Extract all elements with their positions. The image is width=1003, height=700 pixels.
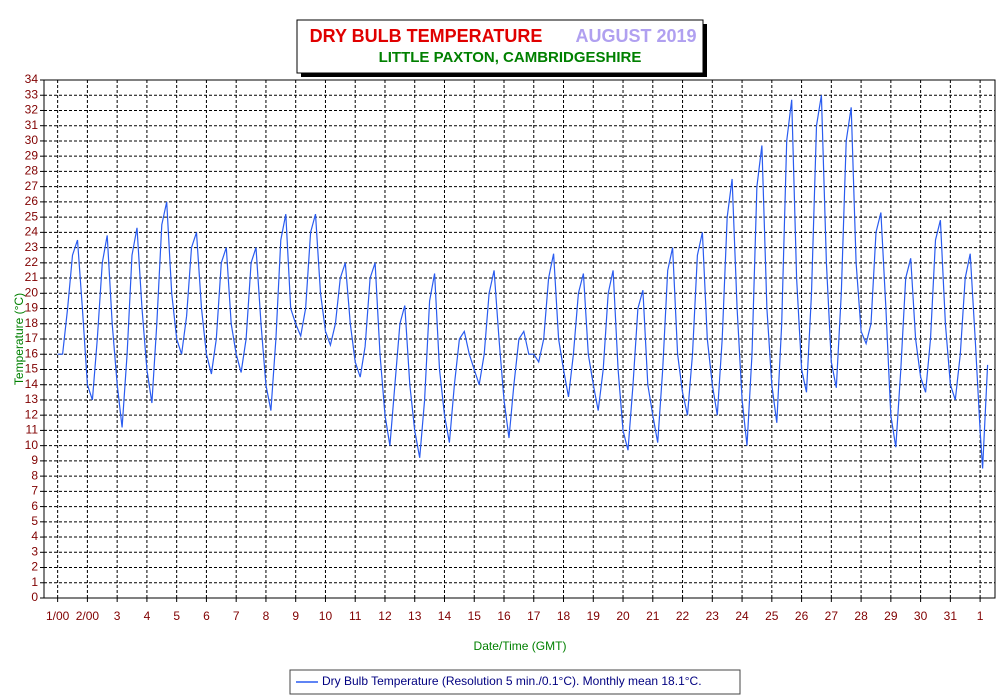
y-tick-label: 30 xyxy=(25,133,39,147)
chart-title: DRY BULB TEMPERATURE xyxy=(310,26,543,46)
y-tick-label: 5 xyxy=(31,514,38,528)
y-tick-label: 23 xyxy=(25,240,39,254)
x-tick-label: 19 xyxy=(587,609,601,623)
y-tick-label: 10 xyxy=(25,438,39,452)
y-tick-label: 25 xyxy=(25,209,39,223)
y-tick-label: 22 xyxy=(25,255,39,269)
y-tick-label: 27 xyxy=(25,179,39,193)
y-tick-label: 19 xyxy=(25,301,39,315)
x-tick-label: 11 xyxy=(349,609,362,623)
y-tick-label: 7 xyxy=(31,484,38,498)
y-tick-label: 29 xyxy=(25,148,39,162)
y-tick-label: 32 xyxy=(25,103,39,117)
y-tick-label: 6 xyxy=(31,499,38,513)
y-tick-label: 21 xyxy=(25,270,39,284)
y-axis-label: Temperature (°C) xyxy=(12,293,26,385)
x-tick-label: 30 xyxy=(914,609,928,623)
x-tick-label: 8 xyxy=(263,609,270,623)
x-tick-label: 25 xyxy=(765,609,779,623)
x-tick-label: 21 xyxy=(646,609,660,623)
x-tick-label: 4 xyxy=(144,609,151,623)
x-tick-label: 1 xyxy=(977,609,984,623)
x-tick-label: 31 xyxy=(944,609,958,623)
y-tick-label: 18 xyxy=(25,316,39,330)
x-tick-label: 13 xyxy=(408,609,422,623)
x-tick-label: 22 xyxy=(676,609,690,623)
y-tick-label: 12 xyxy=(25,407,39,421)
x-tick-label: 14 xyxy=(438,609,452,623)
x-tick-label: 3 xyxy=(114,609,121,623)
y-tick-label: 33 xyxy=(25,87,39,101)
x-tick-label: 23 xyxy=(706,609,720,623)
legend-label: Dry Bulb Temperature (Resolution 5 min./… xyxy=(322,674,702,688)
title-box xyxy=(296,19,704,74)
y-tick-label: 17 xyxy=(25,331,39,345)
y-tick-label: 8 xyxy=(31,468,38,482)
data-line xyxy=(57,95,989,469)
x-tick-label: 9 xyxy=(292,609,299,623)
x-tick-label: 1/00 xyxy=(46,609,70,623)
y-tick-label: 15 xyxy=(25,362,39,376)
y-tick-label: 13 xyxy=(25,392,39,406)
y-tick-label: 0 xyxy=(31,590,38,604)
x-tick-label: 18 xyxy=(557,609,571,623)
y-tick-label: 20 xyxy=(25,285,39,299)
y-tick-label: 26 xyxy=(25,194,39,208)
y-tick-label: 9 xyxy=(31,453,38,467)
x-tick-label: 17 xyxy=(527,609,541,623)
x-tick-label: 6 xyxy=(203,609,210,623)
y-tick-label: 28 xyxy=(25,164,39,178)
y-tick-label: 3 xyxy=(31,544,38,558)
x-tick-label: 15 xyxy=(468,609,482,623)
x-tick-label: 29 xyxy=(884,609,898,623)
y-tick-label: 24 xyxy=(25,225,39,239)
x-tick-label: 27 xyxy=(825,609,839,623)
x-tick-label: 12 xyxy=(378,609,392,623)
x-tick-label: 7 xyxy=(233,609,240,623)
y-tick-label: 31 xyxy=(25,118,39,132)
y-tick-label: 14 xyxy=(25,377,39,391)
x-tick-label: 16 xyxy=(497,609,511,623)
x-tick-label: 10 xyxy=(319,609,333,623)
x-tick-label: 20 xyxy=(616,609,630,623)
x-axis-label: Date/Time (GMT) xyxy=(474,639,567,653)
x-tick-label: 2/00 xyxy=(76,609,100,623)
y-tick-label: 4 xyxy=(31,529,38,543)
x-tick-label: 26 xyxy=(795,609,809,623)
y-tick-label: 2 xyxy=(31,560,38,574)
x-tick-label: 28 xyxy=(854,609,868,623)
chart-title-date: AUGUST 2019 xyxy=(575,26,696,46)
legend-box xyxy=(289,669,741,695)
chart-subtitle: LITTLE PAXTON, CAMBRIDGESHIRE xyxy=(379,49,642,66)
x-tick-label: 5 xyxy=(173,609,180,623)
y-tick-label: 34 xyxy=(25,72,39,86)
y-tick-label: 11 xyxy=(26,423,39,437)
x-tick-label: 24 xyxy=(735,609,749,623)
plot-border xyxy=(43,79,996,599)
y-tick-label: 16 xyxy=(25,346,39,360)
y-tick-label: 1 xyxy=(31,575,38,589)
